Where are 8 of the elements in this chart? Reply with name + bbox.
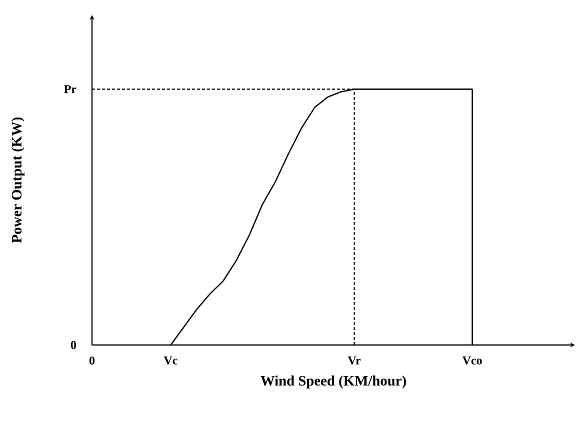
x-tick-label: Vc (164, 356, 178, 365)
text: 0 (70, 340, 76, 350)
x-tick-label: Vr (348, 356, 361, 365)
x-tick-label: Vco (462, 356, 482, 365)
x-axis-title: Wind Speed (KM/hour) (260, 375, 406, 389)
x-tick-label: 0 (89, 356, 95, 365)
text: Pr (64, 85, 76, 94)
y-axis-title: Power Output (KW) (11, 117, 24, 243)
